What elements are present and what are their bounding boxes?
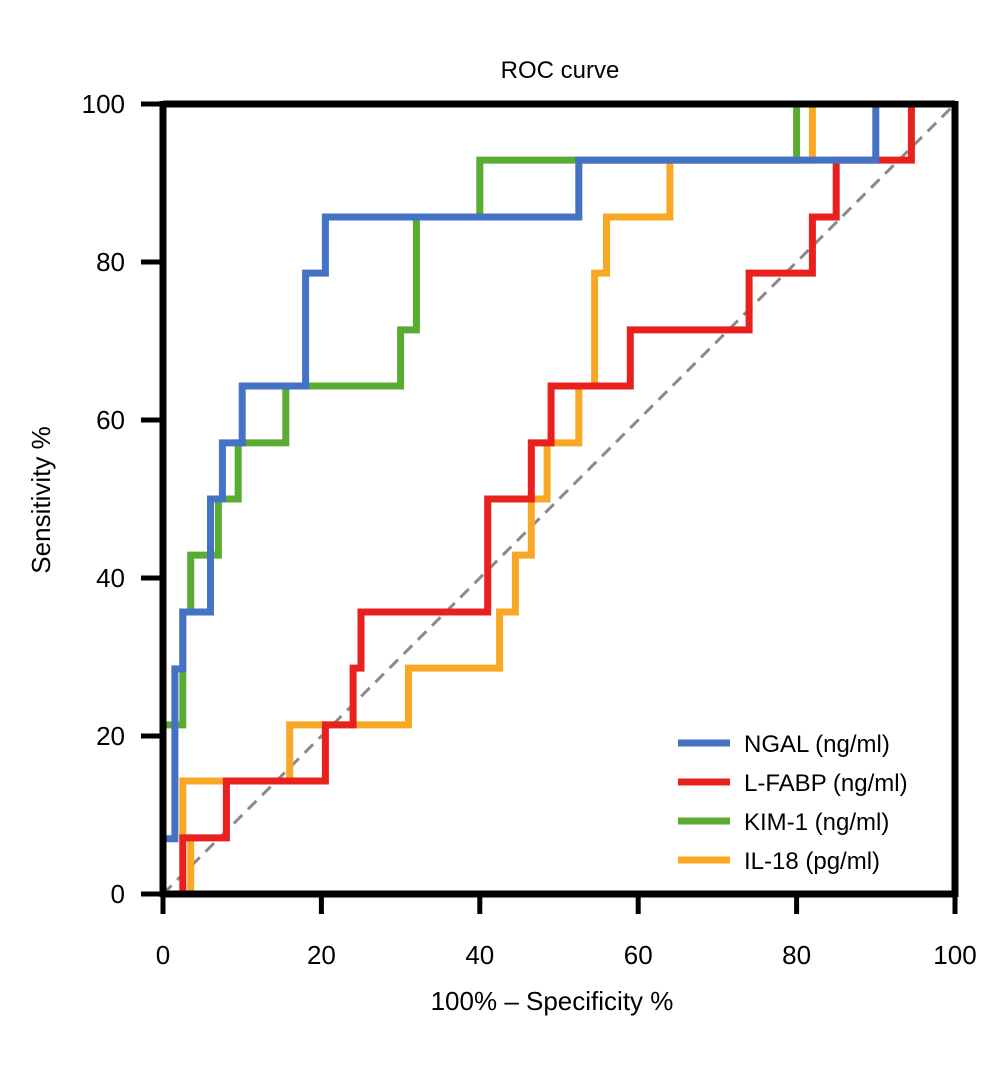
- x-axis-label: 100% – Specificity %: [431, 986, 674, 1016]
- legend-label-ngal: NGAL (ng/ml): [744, 731, 890, 758]
- reference-diagonal-line: [161, 102, 957, 896]
- y-tick-label: 20: [96, 721, 125, 751]
- y-tick-label: 40: [96, 563, 125, 593]
- x-tick-label: 100: [933, 940, 976, 970]
- axes-frame: [159, 100, 959, 898]
- x-tick-label: 0: [156, 940, 170, 970]
- x-tick-label: 20: [307, 940, 336, 970]
- y-tick-label: 60: [96, 405, 125, 435]
- legend-label-l-fabp: L-FABP (ng/ml): [744, 770, 908, 797]
- y-tick-label: 0: [111, 879, 125, 909]
- y-tick-label: 100: [82, 89, 125, 119]
- legend-label-il-18: IL-18 (pg/ml): [744, 848, 880, 875]
- y-tick-label: 80: [96, 247, 125, 277]
- legend-label-kim-1: KIM-1 (ng/ml): [744, 809, 889, 836]
- series-line-l-fabp: [167, 100, 955, 898]
- ticks-layer: 0 20 40 60 80 100 0 20 40 60 80 100: [82, 89, 977, 970]
- legend: NGAL (ng/ml) L-FABP (ng/ml) KIM-1 (ng/ml) I…: [678, 731, 908, 875]
- x-tick-label: 40: [465, 940, 494, 970]
- x-tick-label: 60: [624, 940, 653, 970]
- chart-title: ROC curve: [501, 57, 620, 84]
- series-line-ngal: [159, 100, 955, 894]
- reference-line-layer: [161, 102, 957, 896]
- y-axis-label: Sensitivity %: [26, 426, 56, 573]
- series-layer: [159, 100, 955, 898]
- x-tick-label: 80: [782, 940, 811, 970]
